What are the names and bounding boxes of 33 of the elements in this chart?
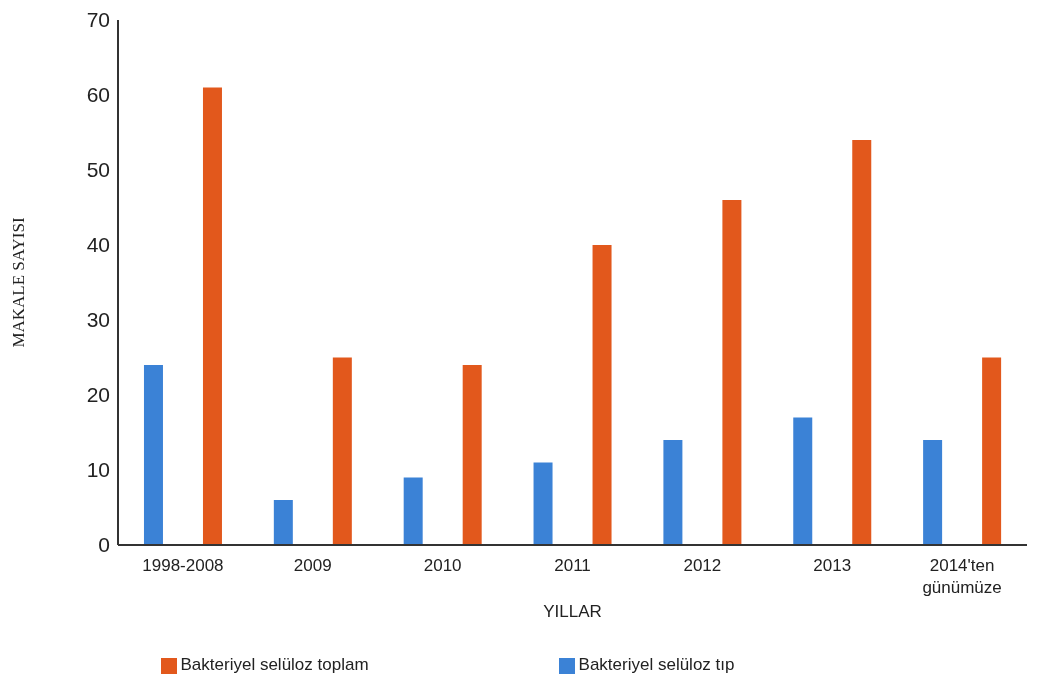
y-axis-title: MAKALE SAYISI	[9, 217, 29, 348]
y-tick-label: 60	[86, 83, 110, 107]
legend-label: Bakteriyel selüloz tıp	[578, 655, 735, 674]
bar	[663, 440, 683, 545]
y-tick-label: 70	[86, 8, 110, 32]
y-tick-label: 10	[86, 458, 110, 482]
bar	[982, 357, 1002, 545]
bar	[403, 477, 423, 545]
bar	[592, 245, 612, 545]
bar	[793, 417, 813, 545]
y-tick-label: 50	[86, 158, 110, 182]
x-tick-label: 2012	[683, 556, 722, 575]
x-tick-label: 2009	[293, 556, 332, 575]
bar	[332, 357, 352, 545]
y-tick-label: 40	[86, 233, 110, 257]
y-tick-label: 20	[86, 383, 110, 407]
bar	[533, 462, 553, 545]
x-tick-label: 2010	[423, 556, 462, 575]
x-tick-label: 2013	[813, 556, 852, 575]
x-tick-label: 2011	[554, 556, 591, 575]
bar	[202, 87, 222, 545]
bar	[462, 365, 482, 545]
x-axis-title: YILLAR	[543, 602, 602, 621]
bar	[143, 365, 163, 545]
bar	[923, 440, 943, 545]
bar	[852, 140, 872, 545]
x-tick-label: 1998-2008	[142, 556, 224, 575]
bar	[722, 200, 742, 545]
y-tick-label: 30	[86, 308, 110, 332]
bar	[273, 500, 293, 545]
legend-label: Bakteriyel selüloz toplam	[180, 655, 369, 674]
x-tick-label: 2014'ten günümüze	[922, 556, 1002, 597]
y-tick-label: 0	[98, 533, 110, 557]
